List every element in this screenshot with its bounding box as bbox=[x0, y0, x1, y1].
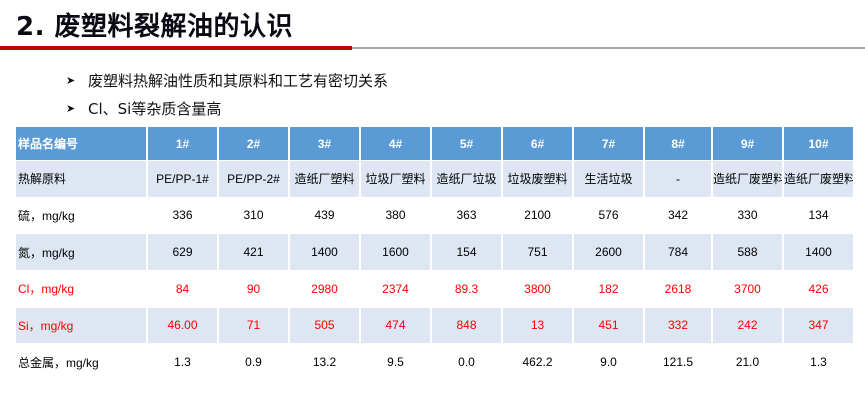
table-row: 热解原料 PE/PP-1# PE/PP-2# 造纸厂塑料 垃圾厂塑料 造纸厂垃圾… bbox=[14, 160, 855, 198]
table-cell: 3800 bbox=[501, 270, 574, 308]
table-cell: 造纸厂废塑料 bbox=[711, 160, 784, 198]
arrow-right-icon: ➤ bbox=[66, 73, 76, 87]
table-cell: 380 bbox=[359, 197, 432, 235]
row-label: 硫，mg/kg bbox=[14, 197, 148, 235]
table-cell: 9.5 bbox=[359, 343, 432, 381]
table-cell: - bbox=[643, 160, 713, 198]
table-cell: PE/PP-2# bbox=[217, 160, 290, 198]
table-cell: 121.5 bbox=[643, 343, 713, 381]
bullet-item: ➤ Cl、Si等杂质含量高 bbox=[66, 94, 388, 122]
arrow-right-icon: ➤ bbox=[66, 101, 76, 115]
table-cell: PE/PP-1# bbox=[146, 160, 219, 198]
table-cell: 2100 bbox=[501, 197, 574, 235]
column-header: 2# bbox=[217, 127, 290, 161]
table-cell: 310 bbox=[217, 197, 290, 235]
table-cell: 2618 bbox=[643, 270, 713, 308]
row-label: 总金属，mg/kg bbox=[14, 343, 148, 381]
table-cell: 2600 bbox=[572, 233, 645, 271]
table-cell: 347 bbox=[782, 307, 855, 345]
table-row: 总金属，mg/kg 1.3 0.9 13.2 9.5 0.0 462.2 9.0… bbox=[14, 343, 855, 381]
table-cell: 9.0 bbox=[572, 343, 645, 381]
table-cell: 造纸厂垃圾 bbox=[430, 160, 503, 198]
column-header: 样品名编号 bbox=[14, 127, 148, 161]
table-cell: 505 bbox=[288, 307, 361, 345]
table-cell: 垃圾厂塑料 bbox=[359, 160, 432, 198]
table-cell: 1400 bbox=[288, 233, 361, 271]
row-label: 热解原料 bbox=[14, 160, 148, 198]
column-header: 4# bbox=[359, 127, 432, 161]
table-cell: 336 bbox=[146, 197, 219, 235]
table-cell: 629 bbox=[146, 233, 219, 271]
table-cell: 342 bbox=[643, 197, 713, 235]
table-cell: 182 bbox=[572, 270, 645, 308]
column-header: 8# bbox=[643, 127, 713, 161]
table-cell: 71 bbox=[217, 307, 290, 345]
table-cell: 134 bbox=[782, 197, 855, 235]
table-cell: 421 bbox=[217, 233, 290, 271]
table-cell: 1.3 bbox=[782, 343, 855, 381]
table-cell: 1600 bbox=[359, 233, 432, 271]
table-cell: 2980 bbox=[288, 270, 361, 308]
title-underline bbox=[0, 46, 352, 50]
table-cell: 1.3 bbox=[146, 343, 219, 381]
table-header-row: 样品名编号 1# 2# 3# 4# 5# 6# 7# 8# 9# 10# bbox=[14, 127, 855, 161]
bullet-item: ➤ 废塑料热解油性质和其原料和工艺有密切关系 bbox=[66, 66, 388, 94]
table-cell: 426 bbox=[782, 270, 855, 308]
table-cell: 13.2 bbox=[288, 343, 361, 381]
table-cell: 332 bbox=[643, 307, 713, 345]
table-cell: 造纸厂废塑料 bbox=[782, 160, 855, 198]
table-cell: 784 bbox=[643, 233, 713, 271]
table-cell: 242 bbox=[711, 307, 784, 345]
bullet-list: ➤ 废塑料热解油性质和其原料和工艺有密切关系 ➤ Cl、Si等杂质含量高 bbox=[66, 66, 388, 122]
sample-table: 样品名编号 1# 2# 3# 4# 5# 6# 7# 8# 9# 10# 热解原… bbox=[14, 127, 855, 381]
table-cell: 13 bbox=[501, 307, 574, 345]
table-cell: 1400 bbox=[782, 233, 855, 271]
table-cell: 0.0 bbox=[430, 343, 503, 381]
table-cell: 造纸厂塑料 bbox=[288, 160, 361, 198]
table-cell: 2374 bbox=[359, 270, 432, 308]
table-row: Cl，mg/kg 84 90 2980 2374 89.3 3800 182 2… bbox=[14, 270, 855, 308]
table-cell: 451 bbox=[572, 307, 645, 345]
column-header: 10# bbox=[782, 127, 855, 161]
table-cell: 89.3 bbox=[430, 270, 503, 308]
column-header: 1# bbox=[146, 127, 219, 161]
column-header: 7# bbox=[572, 127, 645, 161]
table-cell: 462.2 bbox=[501, 343, 574, 381]
bullet-text: 废塑料热解油性质和其原料和工艺有密切关系 bbox=[88, 71, 389, 90]
table-cell: 0.9 bbox=[217, 343, 290, 381]
table-row: Si，mg/kg 46.00 71 505 474 848 13 451 332… bbox=[14, 307, 855, 345]
table-cell: 垃圾废塑料 bbox=[501, 160, 574, 198]
table-cell: 90 bbox=[217, 270, 290, 308]
table-cell: 751 bbox=[501, 233, 574, 271]
title-divider bbox=[352, 47, 865, 49]
table-cell: 576 bbox=[572, 197, 645, 235]
row-label: Cl，mg/kg bbox=[14, 270, 148, 308]
page-title: 2. 废塑料裂解油的认识 bbox=[16, 12, 294, 42]
table-cell: 154 bbox=[430, 233, 503, 271]
table-cell: 3700 bbox=[711, 270, 784, 308]
column-header: 3# bbox=[288, 127, 361, 161]
row-label: Si，mg/kg bbox=[14, 307, 148, 345]
table-row: 氮，mg/kg 629 421 1400 1600 154 751 2600 7… bbox=[14, 233, 855, 271]
table-cell: 588 bbox=[711, 233, 784, 271]
table-cell: 84 bbox=[146, 270, 219, 308]
bullet-text: Cl、Si等杂质含量高 bbox=[88, 99, 222, 118]
table-row: 硫，mg/kg 336 310 439 380 363 2100 576 342… bbox=[14, 197, 855, 235]
table-cell: 46.00 bbox=[146, 307, 219, 345]
column-header: 6# bbox=[501, 127, 574, 161]
table-cell: 生活垃圾 bbox=[572, 160, 645, 198]
row-label: 氮，mg/kg bbox=[14, 233, 148, 271]
table-cell: 330 bbox=[711, 197, 784, 235]
table-cell: 439 bbox=[288, 197, 361, 235]
table-cell: 363 bbox=[430, 197, 503, 235]
column-header: 5# bbox=[430, 127, 503, 161]
table-cell: 21.0 bbox=[711, 343, 784, 381]
table-cell: 848 bbox=[430, 307, 503, 345]
column-header: 9# bbox=[711, 127, 784, 161]
table-cell: 474 bbox=[359, 307, 432, 345]
